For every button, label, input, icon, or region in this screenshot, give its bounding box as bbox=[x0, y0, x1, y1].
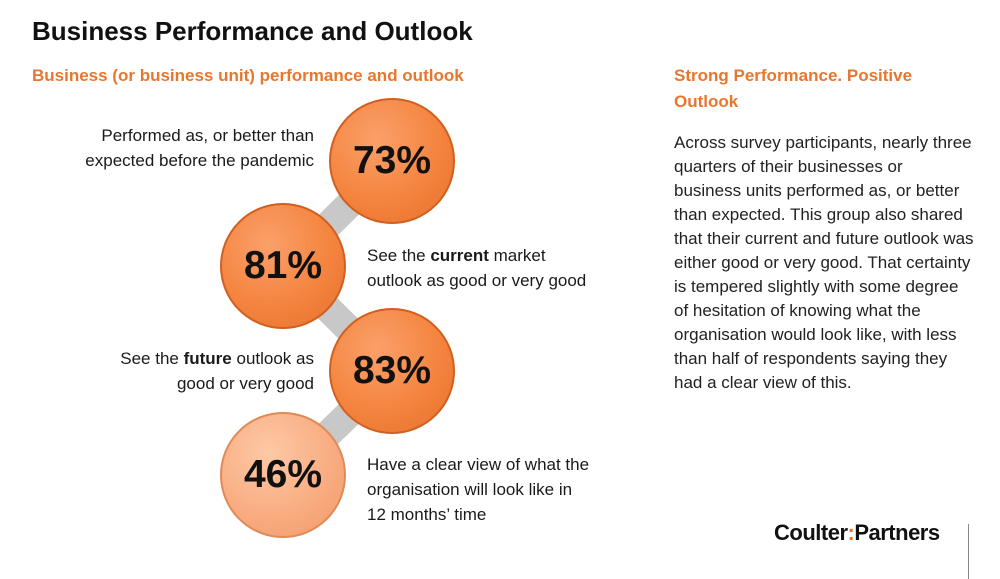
stat-label-line: expected before the pandemic bbox=[85, 151, 314, 170]
stat-value: 81% bbox=[243, 244, 323, 287]
stat-circle-performed: 73% bbox=[329, 98, 455, 224]
divider-line bbox=[968, 524, 969, 579]
coulter-partners-logo: Coulter:Partners bbox=[774, 520, 940, 546]
stat-label-line: See the current market bbox=[367, 246, 546, 265]
sidebar-heading: Strong Performance. Positive Outlook bbox=[674, 66, 913, 111]
stat-label-line: Performed as, or better than bbox=[101, 126, 314, 145]
emphasis-future: future bbox=[183, 349, 232, 368]
stat-value: 46% bbox=[243, 453, 323, 496]
stat-label-line: organisation will look like in bbox=[367, 480, 573, 499]
sidebar-body: Across survey participants, nearly three… bbox=[674, 133, 974, 392]
page-title: Business Performance and Outlook bbox=[32, 16, 473, 46]
logo-part-1: Coulter bbox=[774, 520, 848, 545]
logo-separator: : bbox=[847, 520, 855, 545]
stat-label-line: Have a clear view of what the bbox=[367, 455, 590, 474]
emphasis-current: current bbox=[430, 246, 489, 265]
logo-part-2: Partners bbox=[854, 520, 940, 545]
stat-circle-clear-view: 46% bbox=[220, 412, 346, 538]
stat-value: 83% bbox=[352, 349, 432, 392]
stat-label-line: good or very good bbox=[176, 374, 314, 393]
stat-label-line: See the future outlook as bbox=[120, 349, 314, 368]
stat-label-future-outlook: See the future outlook as good or very g… bbox=[40, 346, 314, 396]
stat-label-performed: Performed as, or better than expected be… bbox=[40, 123, 314, 173]
stat-label-current-outlook: See the current market outlook as good o… bbox=[367, 243, 647, 293]
stat-circle-current-outlook: 81% bbox=[220, 203, 346, 329]
stat-label-line: outlook as good or very good bbox=[367, 271, 587, 290]
stat-value: 73% bbox=[352, 139, 432, 182]
page-subtitle: Business (or business unit) performance … bbox=[32, 66, 464, 85]
stat-label-clear-view: Have a clear view of what the organisati… bbox=[367, 452, 647, 527]
stat-label-line: 12 months’ time bbox=[367, 505, 487, 524]
stat-circle-future-outlook: 83% bbox=[329, 308, 455, 434]
